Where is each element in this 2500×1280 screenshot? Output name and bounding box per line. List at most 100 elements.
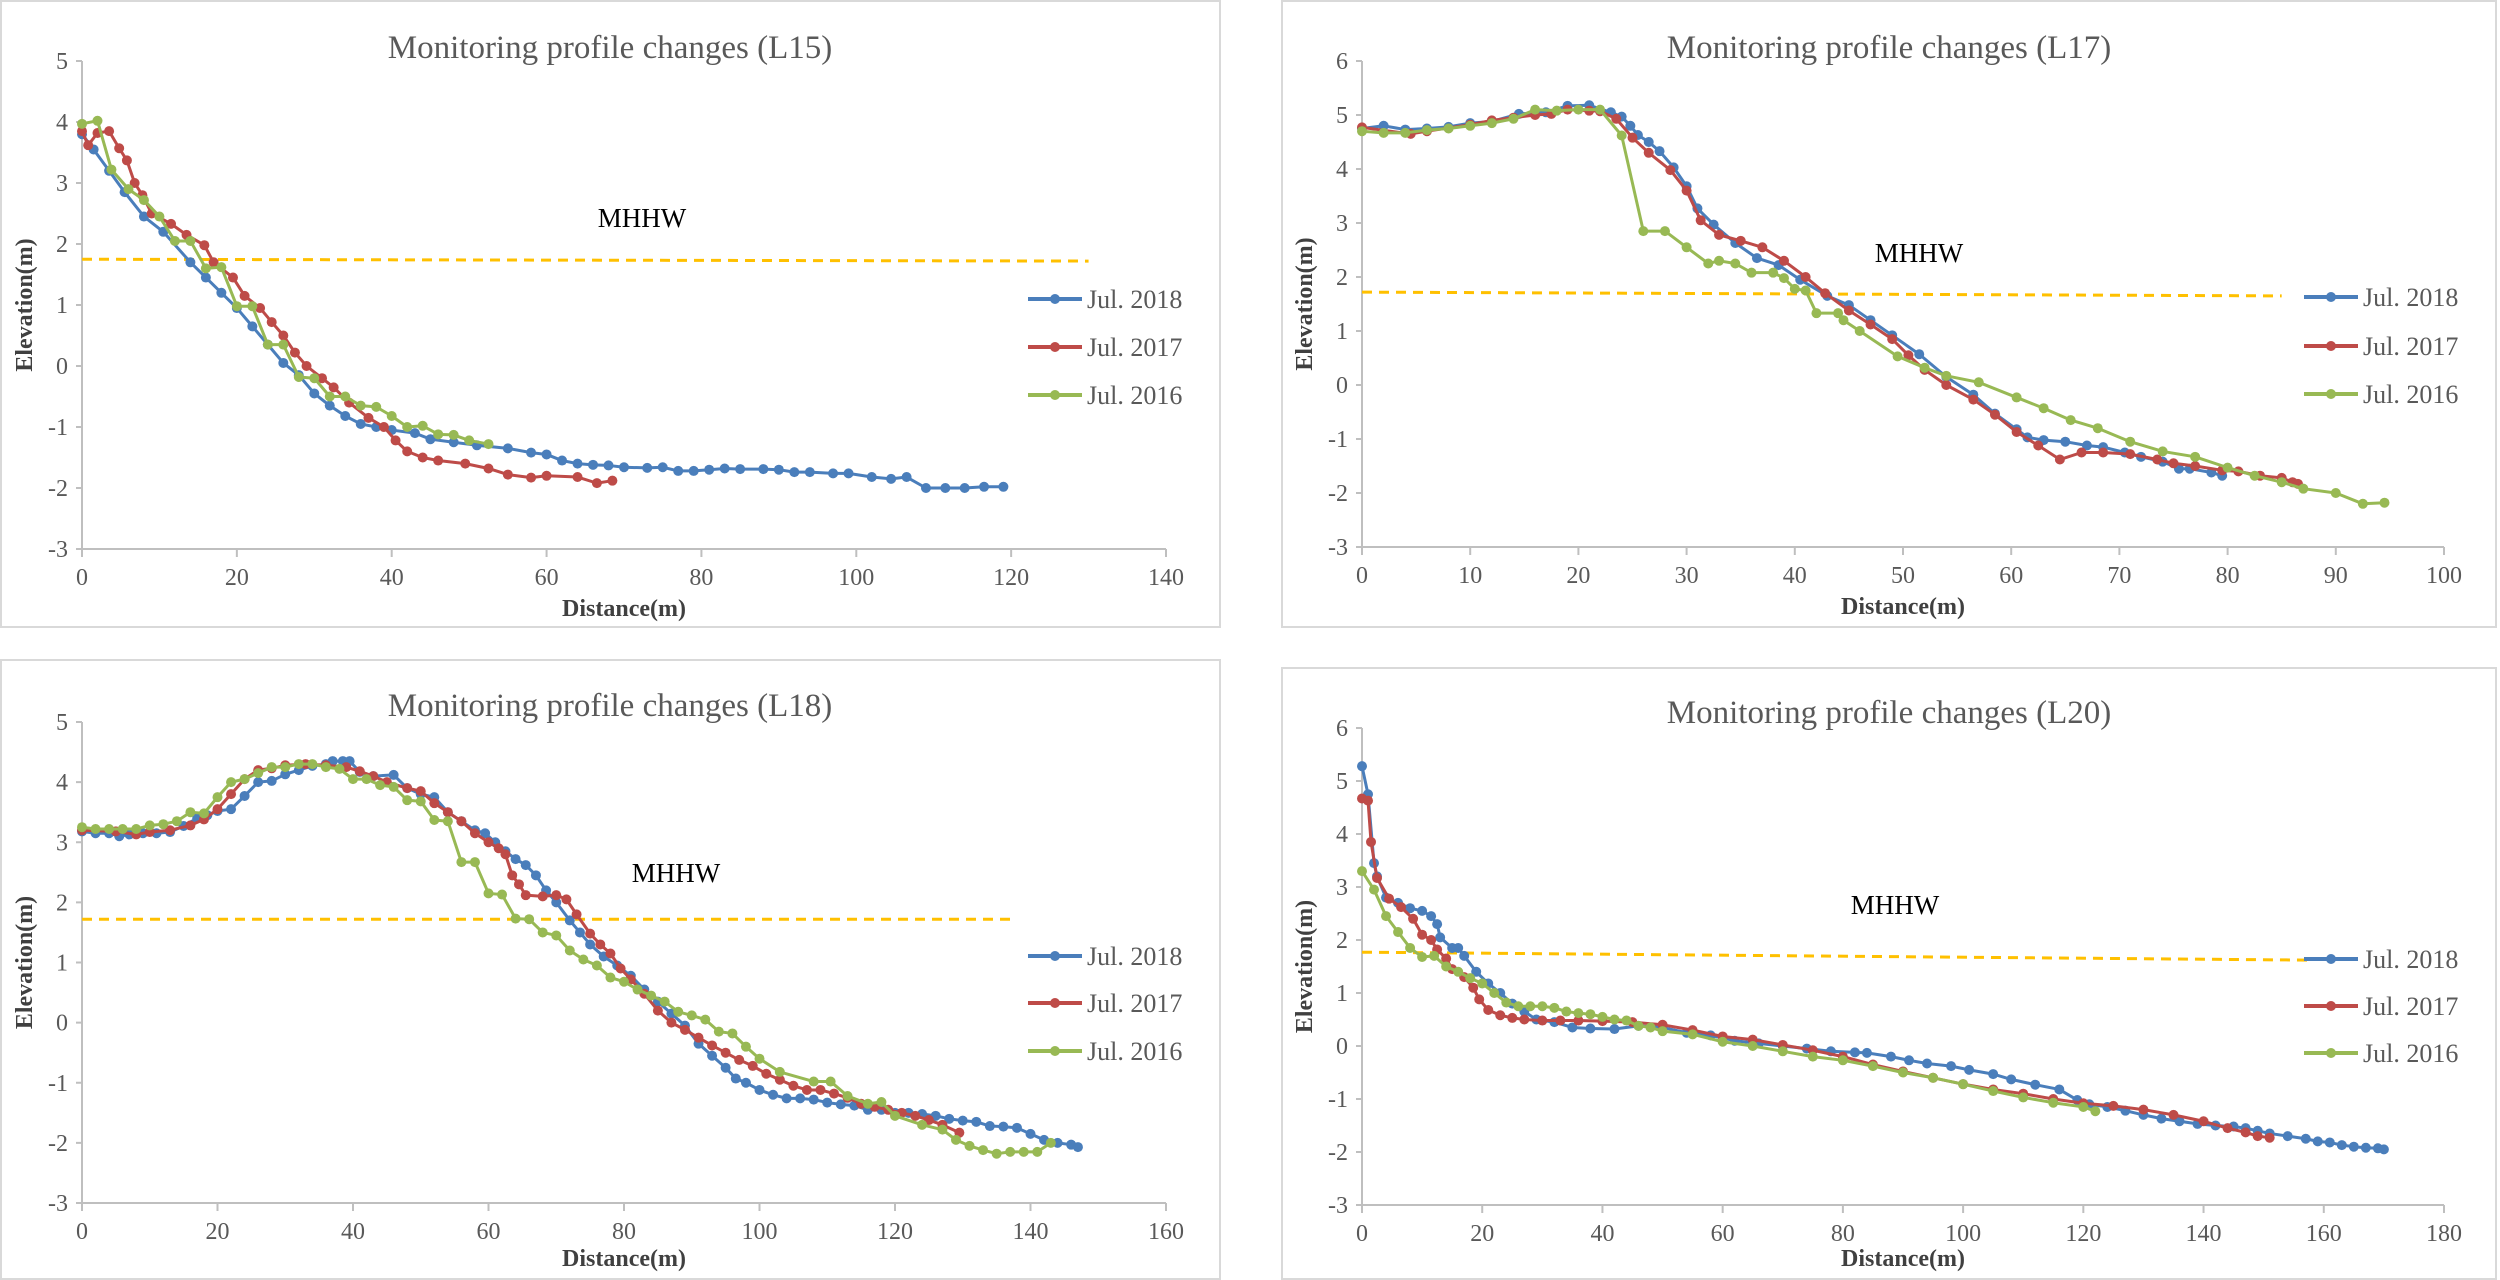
data-point <box>843 468 854 479</box>
data-point <box>442 816 453 827</box>
data-point <box>828 468 839 479</box>
data-point <box>1643 137 1654 147</box>
data-point <box>1551 105 1562 116</box>
y-tick-label: -1 <box>48 1071 68 1097</box>
data-point <box>1757 242 1768 253</box>
data-point <box>106 164 117 175</box>
data-point <box>497 889 508 900</box>
data-point <box>371 401 382 412</box>
data-point <box>2330 488 2341 498</box>
data-point <box>1426 935 1437 945</box>
data-point <box>355 418 366 429</box>
data-point <box>578 954 589 965</box>
data-point <box>1609 1014 1620 1025</box>
data-point <box>808 1094 819 1105</box>
data-point <box>293 371 304 382</box>
data-point <box>212 804 223 815</box>
data-point <box>1018 1146 1029 1157</box>
y-tick-label: 4 <box>1336 822 1348 848</box>
data-point <box>483 837 494 848</box>
data-point <box>2081 440 2092 451</box>
data-point <box>1988 1086 1999 1097</box>
data-point <box>632 984 643 995</box>
legend-label: Jul. 2018 <box>1087 942 1182 971</box>
series-jul-2017 <box>77 126 618 489</box>
data-point <box>278 357 289 368</box>
data-point <box>1417 905 1428 916</box>
data-point <box>526 447 537 458</box>
data-point <box>998 481 1009 492</box>
data-point <box>1011 1122 1022 1133</box>
data-point <box>1621 1015 1632 1026</box>
data-point <box>1964 1064 1975 1075</box>
data-point <box>1633 1020 1644 1031</box>
data-point <box>619 976 629 987</box>
y-tick-label: -2 <box>1328 1140 1348 1166</box>
data-point <box>301 361 312 371</box>
y-tick-label: 4 <box>1336 157 1348 183</box>
data-point <box>693 1032 704 1043</box>
data-point <box>957 1115 968 1126</box>
x-tick-label: 20 <box>225 565 249 591</box>
data-point <box>707 1050 718 1061</box>
data-point <box>642 462 653 473</box>
data-point <box>361 774 372 785</box>
data-point <box>541 449 552 460</box>
data-point <box>131 824 142 835</box>
y-tick-label: -1 <box>1328 427 1348 453</box>
x-tick-label: 140 <box>1148 565 1184 591</box>
data-point <box>1429 950 1440 961</box>
data-point <box>2006 1074 2017 1085</box>
data-point <box>673 465 684 476</box>
data-point <box>1585 1023 1596 1034</box>
data-point <box>700 1014 711 1025</box>
data-point <box>1507 1012 1518 1023</box>
data-point <box>1573 1015 1584 1026</box>
data-point <box>483 463 494 474</box>
data-point <box>1988 1069 1999 1080</box>
data-point <box>979 481 990 492</box>
data-point <box>1849 1047 1860 1058</box>
y-axis-title: Elevation(m) <box>1292 900 1318 1033</box>
data-point <box>429 815 440 826</box>
y-tick-label: -3 <box>1328 535 1348 561</box>
y-tick-label: -2 <box>1328 481 1348 507</box>
data-point <box>978 1145 989 1156</box>
data-point <box>1363 795 1374 806</box>
data-point <box>1495 1010 1506 1021</box>
data-point <box>1378 120 1389 131</box>
legend-marker <box>2326 1001 2336 1011</box>
x-tick-label: 70 <box>2107 563 2131 589</box>
data-point <box>1735 235 1746 246</box>
data-point <box>984 1121 995 1132</box>
data-point <box>226 789 237 800</box>
data-point <box>1922 1058 1933 1069</box>
y-tick-label: 0 <box>1336 1034 1348 1060</box>
data-point <box>1585 1009 1596 1020</box>
data-point <box>1405 942 1416 953</box>
data-point <box>2357 498 2368 509</box>
data-point <box>448 429 459 440</box>
data-point <box>652 1005 663 1016</box>
mhhw-reference-line <box>1361 950 2312 962</box>
data-point <box>1417 929 1428 940</box>
data-point <box>591 478 602 489</box>
data-point <box>469 857 480 868</box>
data-point <box>1483 1004 1494 1015</box>
data-point <box>1537 1001 1548 1012</box>
data-point <box>388 781 399 792</box>
data-point <box>1616 130 1627 141</box>
data-point <box>2252 1131 2263 1142</box>
data-point <box>2378 1144 2389 1155</box>
y-tick-label: 6 <box>1336 716 1348 742</box>
data-point <box>1730 258 1741 269</box>
data-point <box>789 467 800 478</box>
series-jul-2016 <box>1357 104 2390 509</box>
data-point <box>842 1090 853 1101</box>
data-point <box>1408 913 1419 924</box>
data-point <box>1045 1137 1056 1148</box>
data-point <box>2054 1084 2065 1095</box>
legend-label: Jul. 2018 <box>2363 283 2458 312</box>
data-point <box>815 1084 826 1095</box>
chart-1: Monitoring profile changes (L15) -3 -2 -1 0 1… <box>0 0 1221 628</box>
